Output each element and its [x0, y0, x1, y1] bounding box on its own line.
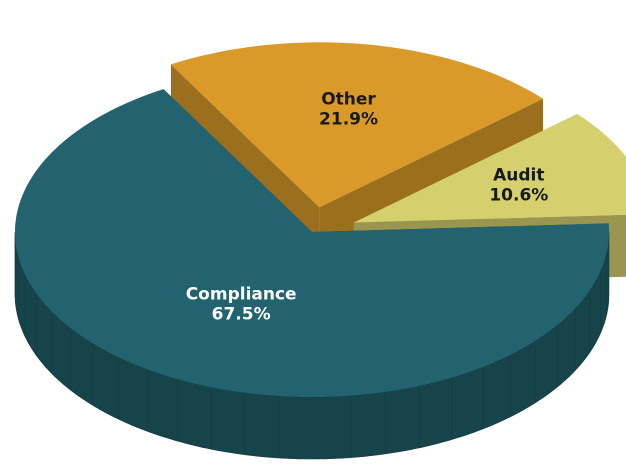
slice-label: Audit: [493, 165, 544, 185]
slice-top: [353, 114, 626, 223]
slice-value-label: 10.6%: [489, 185, 548, 205]
slice-value-label: 67.5%: [212, 305, 271, 325]
slice-top: [170, 42, 543, 208]
slice: [14, 89, 610, 460]
slice-value-label: 21.9%: [319, 110, 378, 130]
slice-label: Compliance: [186, 285, 297, 305]
slice-label: Other: [321, 90, 376, 110]
slice-top: [15, 89, 609, 397]
